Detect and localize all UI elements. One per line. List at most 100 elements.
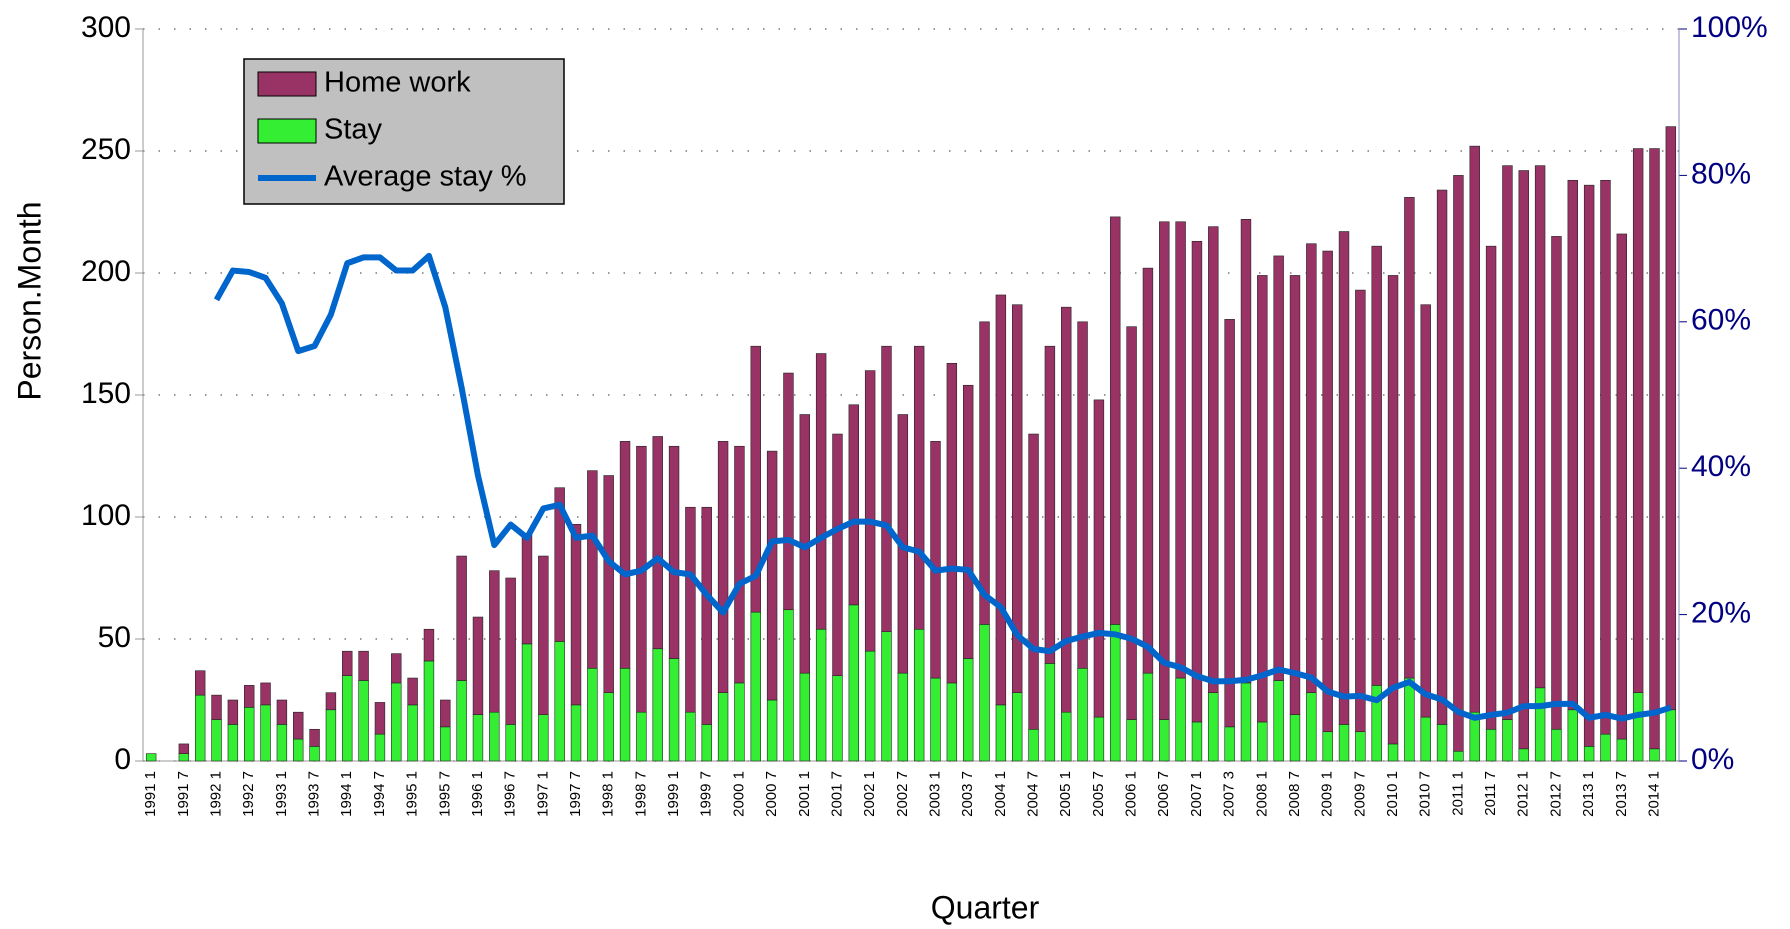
x-tick-label: 2009 7 — [1351, 771, 1368, 817]
bar — [1632, 148, 1644, 693]
x-tick-label: 1996 1 — [469, 771, 486, 817]
bar — [1436, 724, 1448, 762]
bar — [995, 294, 1007, 706]
bar — [1175, 677, 1186, 762]
bar — [930, 441, 941, 679]
bar — [358, 650, 369, 681]
x-tick-label: 2001 7 — [828, 771, 845, 817]
bar — [603, 692, 614, 762]
bar — [962, 384, 974, 659]
bar — [1273, 255, 1284, 681]
bar — [1159, 221, 1170, 720]
bar — [864, 370, 876, 652]
bar — [309, 728, 320, 747]
bar — [1387, 275, 1399, 745]
bar — [1502, 719, 1513, 762]
bar — [456, 555, 467, 681]
bar — [1093, 716, 1105, 762]
bar — [766, 699, 778, 762]
x-tick-label: 1999 1 — [665, 771, 682, 817]
bar — [1289, 275, 1301, 715]
legend-label: Average stay % — [324, 161, 527, 193]
bar — [815, 628, 827, 762]
bar — [1453, 175, 1464, 752]
bar — [521, 533, 533, 645]
x-tick-label: 1995 7 — [436, 771, 453, 817]
bar — [374, 702, 386, 735]
x-tick-label: 2014 1 — [1645, 771, 1662, 817]
bar — [423, 660, 435, 762]
bar — [1534, 687, 1546, 762]
bar — [685, 506, 696, 713]
bar — [1502, 165, 1513, 720]
bar — [309, 746, 320, 762]
bar — [848, 404, 860, 606]
y-axis-title: Person.Month — [11, 201, 47, 400]
x-tick-label: 2007 1 — [1188, 771, 1205, 817]
bar — [1061, 711, 1072, 762]
bar — [717, 692, 729, 762]
bar — [374, 733, 386, 762]
x-tick-label: 2012 7 — [1547, 771, 1564, 817]
bar — [619, 667, 631, 762]
bar — [1469, 145, 1480, 713]
bar — [587, 470, 598, 669]
bar — [1159, 719, 1170, 762]
bar — [930, 677, 941, 762]
bar — [619, 441, 631, 669]
y2-tick-label: 20% — [1691, 597, 1751, 630]
x-tick-label: 1997 7 — [567, 771, 584, 817]
x-tick-label: 2008 1 — [1253, 771, 1270, 817]
x-tick-label: 2000 1 — [730, 771, 747, 817]
bar — [472, 714, 484, 762]
y2-tick-label: 60% — [1691, 304, 1751, 337]
bar — [1583, 184, 1595, 747]
bar — [1306, 243, 1317, 693]
x-tick-label: 1991 7 — [175, 771, 192, 817]
bar — [1665, 126, 1677, 711]
bar — [1061, 306, 1072, 713]
x-tick-label: 1993 1 — [273, 771, 290, 817]
x-tick-label: 2005 1 — [1057, 771, 1074, 817]
bar — [554, 641, 565, 762]
x-tick-label: 1994 1 — [338, 771, 355, 817]
bar — [1044, 663, 1056, 762]
bar — [1567, 179, 1578, 711]
bar — [1175, 221, 1186, 679]
bar — [1404, 677, 1415, 762]
bar — [1534, 165, 1546, 689]
bar — [913, 345, 925, 630]
bar — [342, 650, 353, 676]
x-tick-label: 2012 1 — [1515, 771, 1532, 817]
bar — [652, 436, 663, 650]
bar — [750, 345, 761, 613]
bar — [194, 670, 206, 696]
bar — [1306, 692, 1317, 762]
bar — [587, 667, 598, 762]
bar — [505, 577, 516, 725]
bar — [603, 475, 614, 693]
bar — [1420, 716, 1431, 762]
bar — [472, 616, 484, 715]
bar — [1649, 148, 1660, 750]
x-axis-title: Quarter — [931, 889, 1040, 925]
bar — [1110, 624, 1121, 762]
bar — [1518, 170, 1529, 750]
x-tick-label: 1992 1 — [208, 771, 225, 817]
bar — [1044, 345, 1056, 664]
bar — [701, 506, 712, 725]
bar — [276, 724, 288, 762]
bar — [1616, 738, 1628, 762]
bar — [995, 704, 1007, 762]
x-tick-label: 2013 1 — [1580, 771, 1597, 817]
bar — [1436, 189, 1448, 725]
bar — [194, 694, 206, 762]
bar — [1224, 726, 1235, 762]
x-tick-label: 1998 7 — [632, 771, 649, 817]
bar — [1649, 748, 1660, 762]
bar — [717, 441, 729, 693]
bar — [1338, 231, 1350, 725]
bar — [652, 648, 663, 762]
x-tick-label: 2005 7 — [1090, 771, 1107, 817]
bar — [668, 445, 680, 659]
